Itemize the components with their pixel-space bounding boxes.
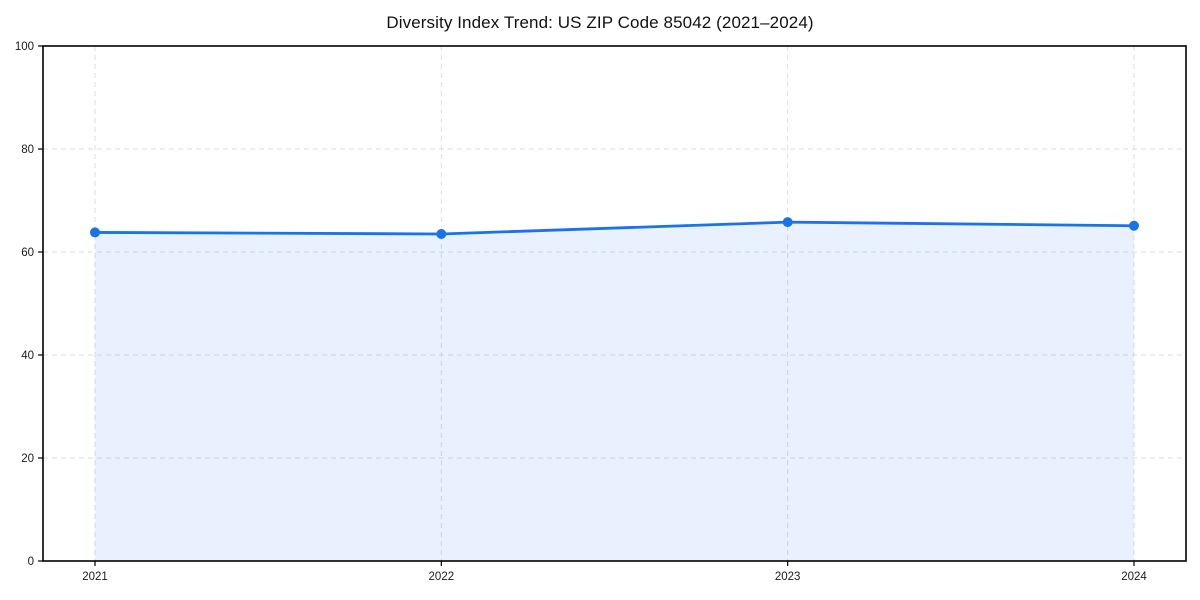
data-point-2021 <box>90 227 101 238</box>
x-tick-label: 2023 <box>775 571 801 583</box>
data-point-2024 <box>1128 220 1139 231</box>
y-axis-labels: 0 20 40 60 80 100 <box>15 41 43 568</box>
x-tick-label: 2024 <box>1121 571 1147 583</box>
y-tick-label: 80 <box>21 144 34 156</box>
y-tick-label: 0 <box>28 556 34 568</box>
x-gridlines <box>94 46 1135 561</box>
plot-border <box>42 45 1187 562</box>
data-point-2023 <box>782 217 793 228</box>
data-point-2022 <box>436 228 447 239</box>
y-tick-label: 40 <box>21 350 34 362</box>
y-tick-label: 20 <box>21 453 34 465</box>
y-tick-label: 60 <box>21 247 34 259</box>
x-tick-label: 2021 <box>82 571 108 583</box>
data-points <box>90 217 1139 239</box>
y-tick-label: 100 <box>15 41 34 53</box>
x-tick-label: 2022 <box>429 571 455 583</box>
x-axis-labels: 2021 2022 2023 2024 <box>82 561 1147 583</box>
area-fill <box>95 222 1134 561</box>
chart-title: Diversity Index Trend: US ZIP Code 85042… <box>386 13 814 32</box>
trend-line <box>93 220 1136 236</box>
